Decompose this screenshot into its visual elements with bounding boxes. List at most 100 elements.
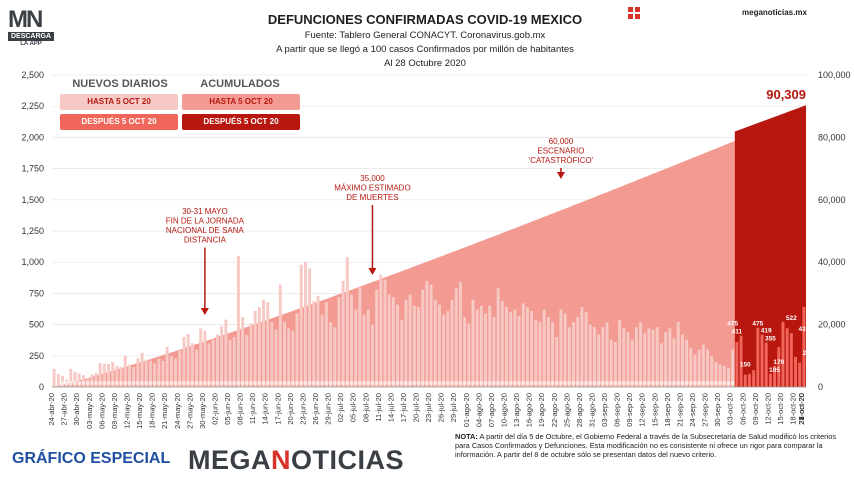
base-label-pill	[726, 381, 731, 385]
daily-bar-before	[479, 305, 483, 387]
base-label-pill	[563, 381, 567, 385]
daily-bar-before	[144, 359, 148, 387]
daily-bar-before	[668, 328, 672, 387]
base-label-pill	[592, 381, 597, 385]
base-label-pill	[558, 381, 563, 385]
base-label-pill	[625, 381, 630, 385]
daily-bar-before	[530, 310, 534, 387]
annotation-text: ‘CATASTRÓFICO’	[528, 156, 593, 165]
left-tick-label: 0	[39, 382, 44, 392]
base-label-pill	[483, 381, 488, 385]
daily-bar-before	[312, 300, 316, 387]
daily-bar-before	[324, 302, 328, 387]
base-label-pill	[588, 381, 592, 385]
x-tick-label: 09-may-20	[110, 393, 119, 429]
daily-bar-before	[207, 343, 211, 387]
daily-bar-before	[236, 255, 240, 387]
daily-bar-before	[228, 339, 232, 387]
daily-bar-before	[224, 319, 228, 387]
x-tick-label: 17-jun-20	[273, 393, 282, 425]
daily-bar-after	[777, 347, 781, 387]
x-tick-label: 18-sep-20	[663, 393, 672, 427]
x-tick-label: 30-abr-20	[72, 393, 81, 426]
daily-bar-before	[232, 337, 236, 387]
daily-bar-before	[102, 363, 106, 387]
daily-bar-before	[463, 317, 467, 387]
daily-bar-before	[454, 288, 458, 387]
base-label-pill	[412, 381, 417, 385]
daily-bar-before	[199, 328, 203, 387]
base-label-pill	[604, 381, 609, 385]
daily-bar-before	[400, 319, 404, 387]
x-tick-label: 16-ago-20	[525, 393, 534, 427]
base-label-pill	[571, 381, 576, 385]
base-label-pill	[391, 381, 396, 385]
base-label-pill	[119, 381, 123, 385]
data-label: 411	[732, 329, 743, 336]
base-label-pill	[516, 381, 521, 385]
data-labels: 4754111504754193551051705224312426434951…	[60, 87, 822, 385]
chart-date: Al 28 Octubre 2020	[384, 58, 466, 69]
x-tick-label: 03-may-20	[85, 393, 94, 429]
grid-icon[interactable]	[628, 6, 640, 24]
data-label: 643	[811, 300, 822, 307]
left-tick-label: 1,500	[21, 195, 44, 205]
base-label-pill	[236, 381, 241, 385]
x-tick-label: 20-jun-20	[286, 393, 295, 425]
daily-bar-after	[756, 327, 760, 387]
base-label-pill	[303, 381, 308, 385]
site-url[interactable]: meganoticias.mx	[742, 8, 807, 17]
x-tick-label: 12-sep-20	[638, 393, 647, 427]
x-tick-label: 18-may-20	[148, 393, 157, 429]
daily-bar-before	[107, 363, 111, 387]
daily-bar-before	[580, 307, 584, 387]
daily-bar-before	[660, 343, 663, 387]
chart-header: DEFUNCIONES CONFIRMADAS COVID-19 MEXICO …	[180, 12, 670, 69]
base-label-pill	[110, 381, 115, 385]
base-label-pill	[676, 381, 680, 385]
daily-bar-before	[73, 371, 77, 387]
base-label-pill	[181, 381, 186, 385]
daily-bar-before	[128, 364, 131, 387]
right-tick-label: 60,000	[818, 195, 846, 205]
x-tick-label: 29-jul-20	[449, 393, 458, 422]
daily-bar-before	[697, 349, 701, 387]
daily-bar-before	[534, 319, 538, 387]
daily-bar-before	[492, 317, 496, 387]
base-label-pill	[357, 381, 362, 385]
base-label-pill	[156, 381, 161, 385]
x-tick-label: 27-sep-20	[701, 393, 710, 427]
x-tick-label: 02-jun-20	[210, 393, 219, 425]
base-label-pill	[487, 381, 492, 385]
daily-bar-before	[567, 327, 571, 387]
base-label-pill	[542, 381, 546, 385]
daily-bar-before	[475, 309, 479, 387]
x-tick-label: 31-ago-20	[587, 393, 596, 427]
base-label-pill	[299, 381, 303, 385]
daily-bar-before	[559, 309, 563, 387]
base-label-pill	[651, 381, 655, 385]
base-label-pill	[655, 381, 659, 385]
daily-bar-before	[693, 354, 697, 387]
legend-daily-title: NUEVOS DIARIOS	[72, 78, 168, 90]
daily-bar-before	[320, 314, 324, 387]
brand-part-b: OTICIAS	[291, 445, 405, 475]
base-label-pill	[366, 381, 370, 385]
daily-bar-before	[291, 330, 295, 387]
daily-bar-before	[287, 328, 291, 387]
daily-bar-before	[551, 322, 555, 387]
base-label-pill	[265, 381, 270, 385]
daily-bar-before	[354, 309, 358, 387]
daily-bar-before	[69, 368, 73, 387]
base-label-pill	[370, 381, 375, 385]
base-label-pill	[496, 381, 500, 385]
base-label-pill	[709, 381, 714, 385]
logo-sub: LA APP	[20, 41, 42, 47]
base-label-pill	[613, 381, 618, 385]
daily-bar-before	[672, 338, 676, 387]
left-tick-label: 750	[29, 288, 44, 298]
daily-bar-before	[186, 333, 190, 387]
x-tick-label: 30-sep-20	[713, 393, 722, 427]
base-label-pill	[282, 381, 287, 385]
